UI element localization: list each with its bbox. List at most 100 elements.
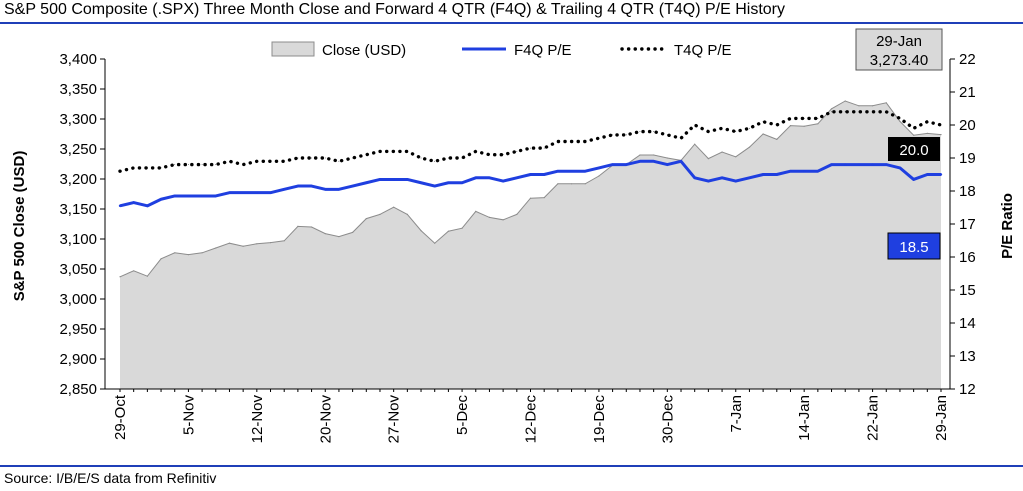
close-point [201, 252, 203, 254]
f4q-point [775, 173, 778, 176]
close-point [584, 183, 586, 185]
t4q-point [858, 111, 860, 113]
close-point [420, 230, 422, 232]
y2-tick-label: 19 [959, 150, 976, 167]
left-tick-layer: 2,850 2,900 2,950 3,000 3,050 3,100 3,150 3,200… [59, 51, 105, 398]
x-tick-label: 7-Jan [728, 395, 745, 433]
f4q-point [406, 178, 409, 181]
t4q-point [831, 111, 832, 113]
y-tick-label: 3,400 [59, 51, 97, 68]
f4q-point [255, 191, 259, 194]
close-callout: 29-Jan 3,273.40 [855, 28, 943, 71]
f4q-point [488, 176, 491, 179]
t4q-point [584, 141, 586, 142]
close-point [242, 245, 244, 247]
t4q-point [598, 137, 600, 139]
t4q-point [940, 124, 942, 126]
t4q-callout-box [888, 137, 940, 161]
t4q-point [434, 160, 436, 162]
close-point [119, 276, 121, 278]
f4q-callout-value: 18.5 [899, 239, 928, 256]
t4q-point [133, 167, 135, 169]
f4q-point [844, 163, 847, 166]
close-point [174, 252, 176, 254]
close-point [789, 125, 792, 127]
close-point [297, 225, 299, 227]
f4q-point [173, 194, 176, 198]
f4q-point [351, 184, 354, 188]
legend: Close (USD) F4Q P/E T4Q P/E [271, 41, 732, 59]
f4q-callout: 18.5 [887, 232, 941, 260]
t4q-point [516, 151, 518, 152]
close-point [844, 100, 846, 102]
y2-tick-label: 16 [959, 249, 976, 266]
f4q-point [378, 178, 382, 181]
t4q-point [803, 118, 805, 119]
close-callout-date: 29-Jan [876, 33, 922, 50]
f4q-point [816, 170, 820, 173]
t4q-point [502, 154, 504, 156]
close-point [899, 120, 901, 122]
f4q-point [939, 173, 943, 176]
close-point [461, 227, 463, 229]
close-area [120, 101, 941, 389]
f4q-point [898, 166, 902, 170]
f4q-point [474, 176, 477, 179]
f4q-point [542, 173, 546, 176]
f4q-point [885, 163, 888, 166]
t4q-point [393, 151, 395, 152]
t4q-point [721, 127, 723, 129]
t4q-point [311, 157, 312, 159]
x-tick-layer: 29-Oct 5-Nov 12-Nov 20-Nov 27-Nov 5-Dec 12-Dec… [112, 389, 950, 443]
t4q-point [639, 131, 641, 133]
t4q-point [735, 131, 737, 133]
close-point [516, 213, 518, 215]
f4q-point [707, 179, 710, 183]
close-point [913, 134, 915, 136]
legend-swatch-close [271, 41, 315, 57]
t4q-point [530, 147, 531, 149]
t4q-point [680, 137, 682, 139]
f4q-point [871, 163, 874, 166]
footer-rule [0, 465, 1023, 467]
x-tick-label: 5-Dec [454, 395, 471, 436]
f4q-point [447, 181, 450, 184]
x-tick-label: 29-Oct [112, 394, 129, 440]
f4q-point [830, 163, 833, 166]
close-area-layer [119, 100, 942, 389]
f4q-point [269, 191, 272, 194]
t4q-point [352, 157, 354, 159]
close-point [803, 125, 805, 127]
f4q-point [666, 163, 669, 166]
close-point [858, 105, 860, 107]
y-tick-label: 3,150 [59, 201, 97, 218]
f4q-point [501, 179, 505, 183]
f4q-point [324, 188, 327, 191]
close-point [940, 134, 942, 136]
x-tick-label: 29-Jan [933, 395, 950, 441]
y-tick-label: 3,250 [59, 141, 97, 158]
f4q-point [611, 163, 614, 166]
t4q-point [174, 164, 176, 166]
f4q-point [146, 204, 149, 208]
f4q-point [679, 160, 683, 163]
t4q-point [420, 157, 422, 159]
close-point [447, 230, 449, 232]
f4q-point [419, 181, 423, 184]
t4q-point [475, 151, 477, 152]
t4q-point [926, 121, 928, 123]
t4q-dots-layer [118, 110, 943, 173]
close-callout-value: 3,273.40 [870, 52, 928, 69]
y-tick-label: 3,300 [59, 111, 97, 128]
t4q-point [201, 164, 203, 166]
t4q-point [338, 160, 340, 162]
t4q-point [817, 118, 819, 119]
f4q-point [926, 173, 929, 176]
f4q-point [365, 181, 368, 184]
f4q-point [159, 198, 163, 201]
t4q-point [625, 134, 627, 136]
f4q-point [638, 160, 642, 163]
t4q-point [885, 111, 887, 113]
close-point [776, 138, 778, 140]
t4q-point [242, 164, 244, 166]
